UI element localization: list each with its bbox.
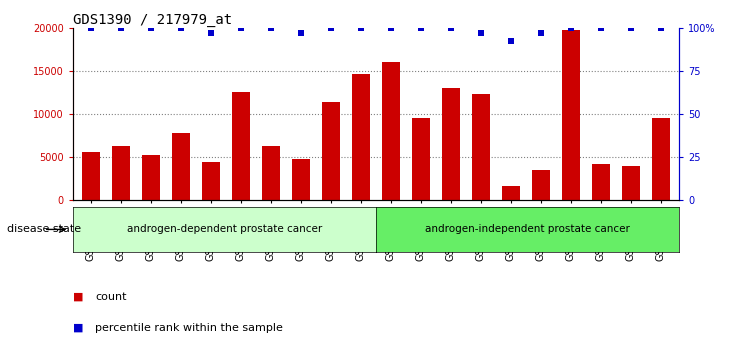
- Point: [565, 25, 577, 30]
- Bar: [532, 170, 550, 200]
- Point: [385, 25, 397, 30]
- Bar: [652, 118, 670, 200]
- Text: androgen-independent prostate cancer: androgen-independent prostate cancer: [425, 225, 630, 234]
- Text: ■: ■: [73, 323, 83, 333]
- Text: disease state: disease state: [7, 225, 82, 234]
- Point: [115, 25, 127, 30]
- Bar: [562, 30, 580, 200]
- Point: [175, 25, 187, 30]
- Bar: [82, 152, 100, 200]
- Point: [445, 25, 457, 30]
- Point: [85, 25, 97, 30]
- Point: [205, 30, 217, 36]
- Bar: [412, 118, 430, 200]
- Bar: [352, 74, 370, 200]
- Text: ■: ■: [73, 292, 83, 302]
- Bar: [442, 88, 460, 200]
- Point: [145, 25, 157, 30]
- Bar: [172, 133, 190, 200]
- Point: [655, 25, 666, 30]
- Point: [535, 30, 547, 36]
- Bar: [262, 146, 280, 200]
- Point: [625, 25, 637, 30]
- Bar: [322, 102, 340, 200]
- Text: GDS1390 / 217979_at: GDS1390 / 217979_at: [73, 12, 232, 27]
- Text: count: count: [95, 292, 126, 302]
- Point: [505, 39, 517, 44]
- Point: [265, 25, 277, 30]
- Bar: [592, 164, 610, 200]
- Bar: [472, 94, 490, 200]
- Bar: [622, 167, 640, 200]
- Text: androgen-dependent prostate cancer: androgen-dependent prostate cancer: [127, 225, 322, 234]
- Bar: [292, 159, 310, 200]
- Point: [475, 30, 487, 36]
- Bar: [202, 162, 220, 200]
- Point: [595, 25, 607, 30]
- Point: [355, 25, 366, 30]
- Bar: [112, 146, 130, 200]
- Bar: [502, 186, 520, 200]
- Point: [295, 30, 307, 36]
- Text: percentile rank within the sample: percentile rank within the sample: [95, 323, 283, 333]
- Bar: [232, 92, 250, 200]
- Point: [415, 25, 427, 30]
- Point: [325, 25, 337, 30]
- Point: [235, 25, 247, 30]
- Bar: [382, 62, 400, 200]
- Bar: [142, 155, 160, 200]
